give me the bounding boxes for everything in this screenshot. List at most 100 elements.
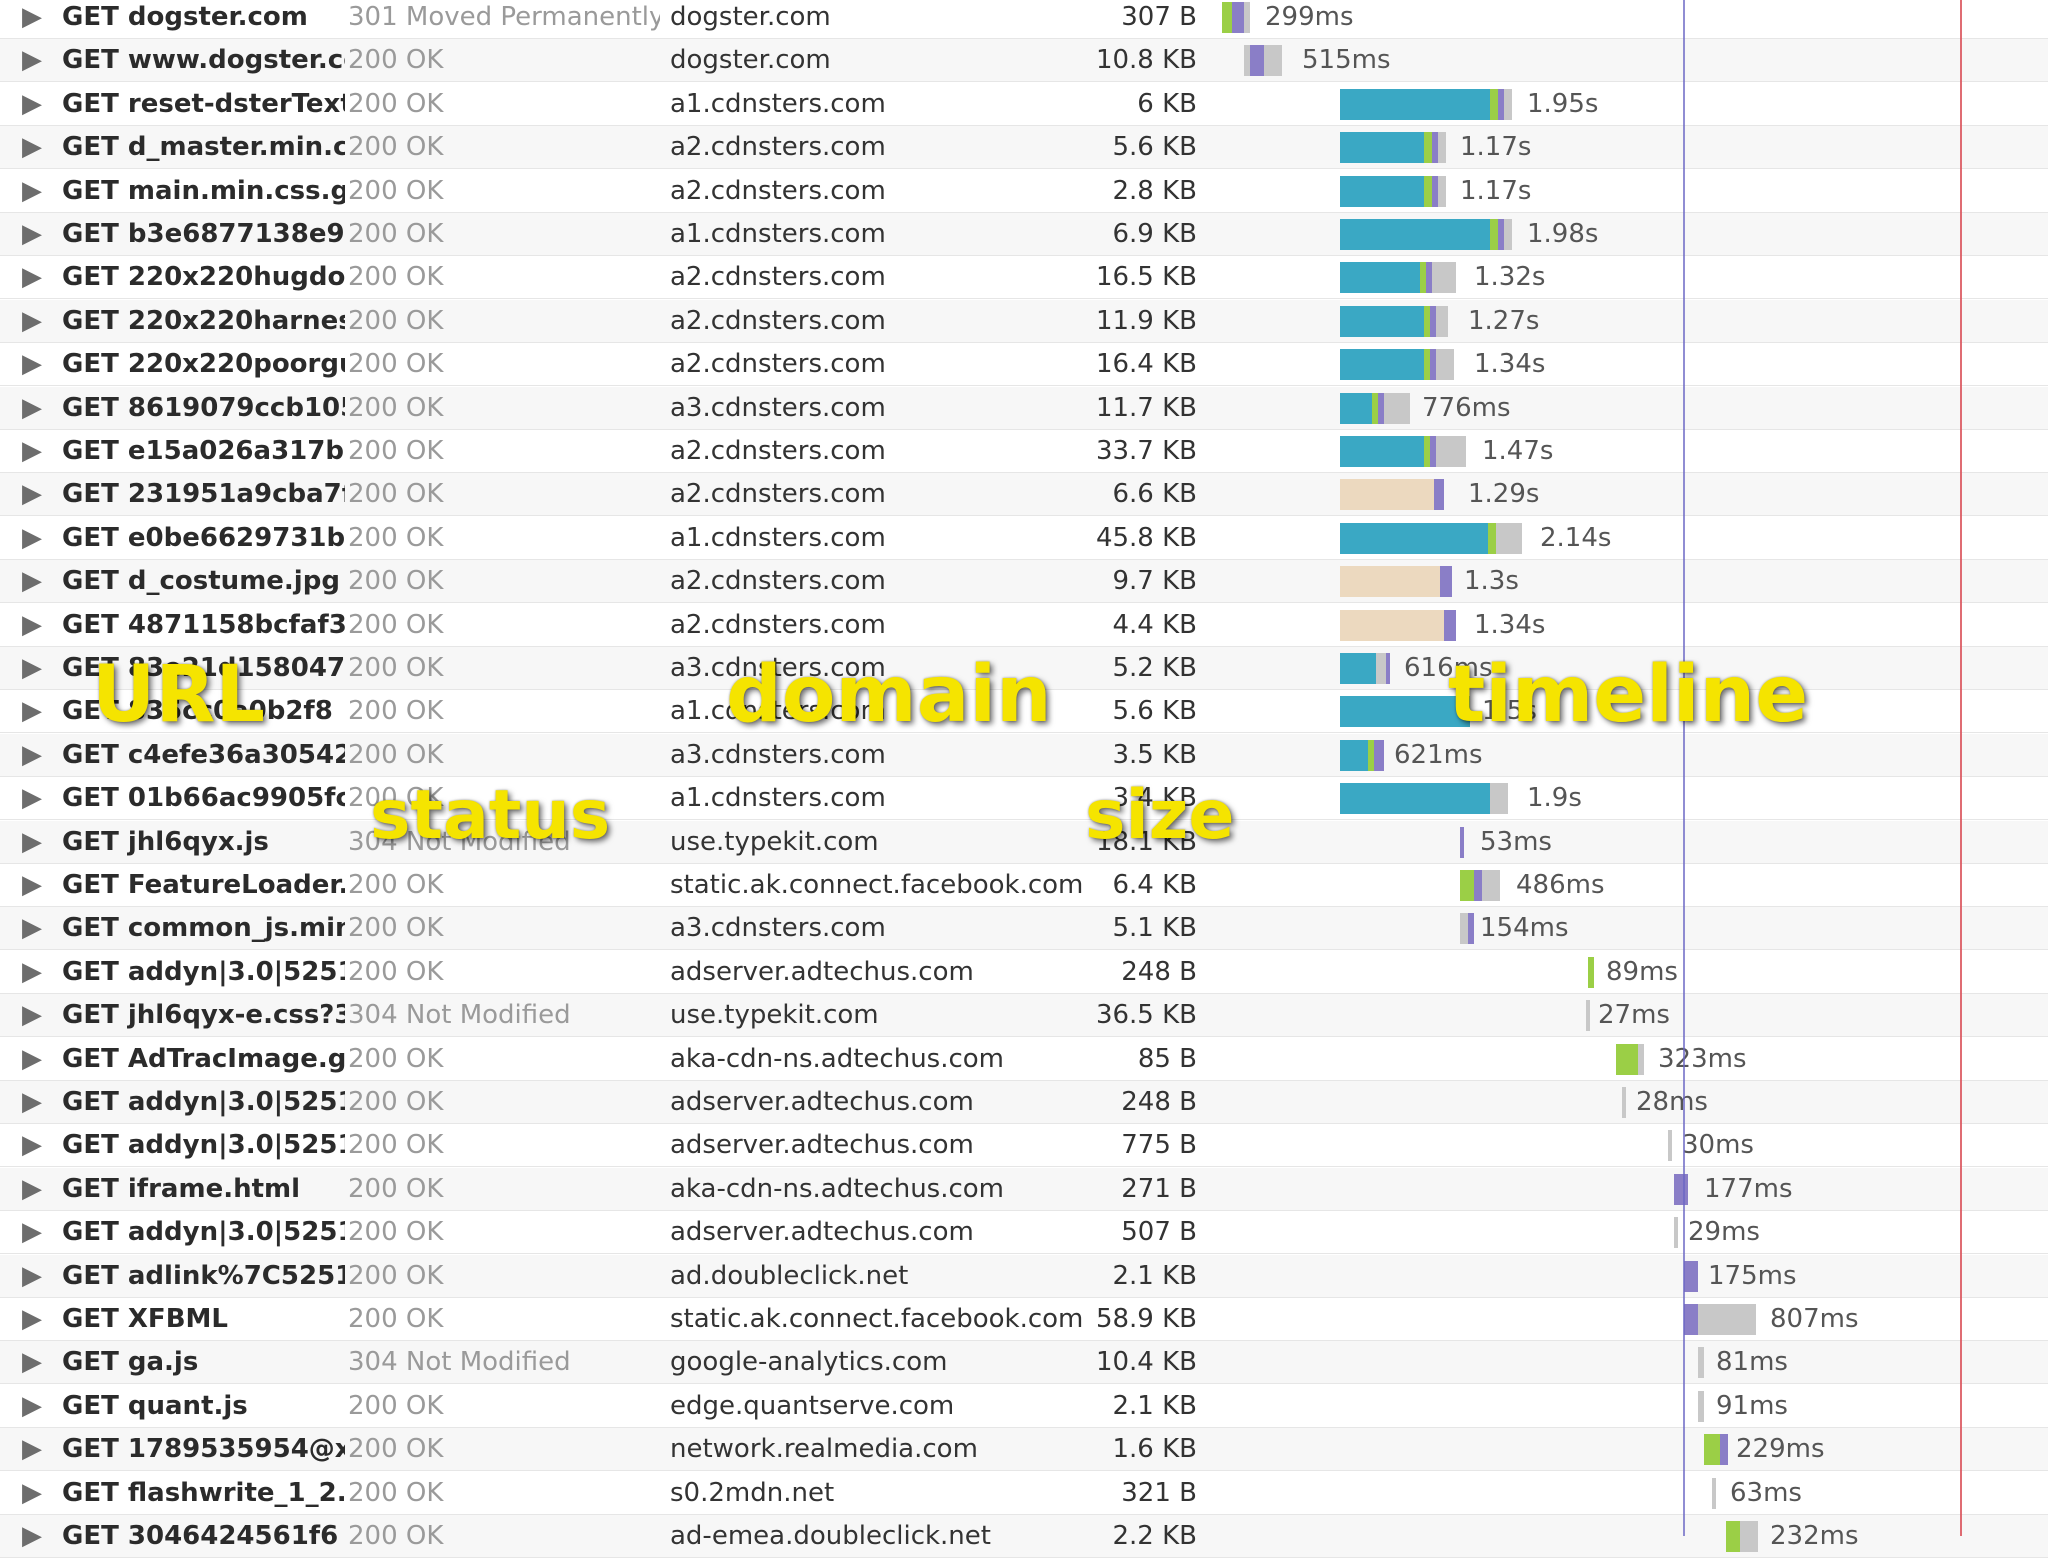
request-row[interactable]: ▶ GET addyn|3.0|5251 200 OK adserver.adtech… bbox=[0, 1211, 2048, 1255]
disclosure-triangle-icon[interactable]: ▶ bbox=[22, 913, 42, 944]
request-row[interactable]: ▶ GET 4871158bcfaf3e 200 OK a2.cdnsters.com… bbox=[0, 604, 2048, 647]
request-status: 200 OK bbox=[348, 262, 444, 293]
disclosure-triangle-icon[interactable]: ▶ bbox=[22, 2, 42, 32]
disclosure-triangle-icon[interactable]: ▶ bbox=[22, 1521, 42, 1551]
timeline-segment-dns bbox=[1368, 739, 1374, 771]
disclosure-triangle-icon[interactable]: ▶ bbox=[22, 1477, 42, 1508]
request-row[interactable]: ▶ GET 83e21d158047e 200 OK a3.cdnsters.com 5… bbox=[0, 647, 2048, 690]
request-row[interactable]: ▶ GET iframe.html 200 OK aka-cdn-ns.adtechu… bbox=[0, 1167, 2048, 1211]
request-row[interactable]: ▶ GET dogster.com 301 Moved Permanently dog… bbox=[0, 0, 2048, 39]
request-row[interactable]: ▶ GET adlink%7C5251 200 OK ad.doubleclick.n… bbox=[0, 1254, 2048, 1298]
request-row[interactable]: ▶ GET 8619079ccb105 200 OK a3.cdnsters.com 1… bbox=[0, 386, 2048, 430]
disclosure-triangle-icon[interactable]: ▶ bbox=[22, 1087, 42, 1117]
request-row[interactable]: ▶ GET c4efe36a30542 200 OK a3.cdnsters.com 3… bbox=[0, 733, 2048, 777]
timeline-segment-wait bbox=[1340, 262, 1420, 294]
disclosure-triangle-icon[interactable]: ▶ bbox=[22, 262, 42, 293]
disclosure-triangle-icon[interactable]: ▶ bbox=[22, 1217, 42, 1248]
disclosure-triangle-icon[interactable]: ▶ bbox=[22, 1304, 42, 1334]
request-url: GET addyn|3.0|5251 bbox=[62, 956, 345, 987]
request-row[interactable]: ▶ GET e0be6629731b1 200 OK a1.cdnsters.com 4… bbox=[0, 517, 2048, 560]
timeline-segment-blocked bbox=[1340, 609, 1444, 641]
request-row[interactable]: ▶ GET d_master.min.cs 200 OK a2.cdnsters.co… bbox=[0, 126, 2048, 170]
request-row[interactable]: ▶ GET 220x220hugdog 200 OK a2.cdnsters.com 1… bbox=[0, 256, 2048, 300]
request-domain: ad-emea.doubleclick.net bbox=[670, 1521, 991, 1551]
disclosure-triangle-icon[interactable]: ▶ bbox=[22, 88, 42, 119]
disclosure-triangle-icon[interactable]: ▶ bbox=[22, 436, 42, 466]
request-status: 200 OK bbox=[348, 1043, 444, 1074]
overlay-label-size: size bbox=[1085, 776, 1235, 855]
request-status: 304 Not Modified bbox=[348, 1347, 571, 1378]
request-duration: 299ms bbox=[1265, 2, 1354, 32]
disclosure-triangle-icon[interactable]: ▶ bbox=[22, 826, 42, 857]
disclosure-triangle-icon[interactable]: ▶ bbox=[22, 566, 42, 597]
request-size: 11.9 KB bbox=[1095, 305, 1197, 336]
request-row[interactable]: ▶ GET addyn|3.0|5251 200 OK adserver.adtech… bbox=[0, 951, 2048, 994]
request-row[interactable]: ▶ GET 835cc0a0b2f8 200 OK a1.cdnsters.com 5.… bbox=[0, 690, 2048, 734]
request-url: GET 3046424561f6 bbox=[62, 1521, 339, 1551]
request-row[interactable]: ▶ GET 220x220harness 200 OK a2.cdnsters.com… bbox=[0, 299, 2048, 343]
disclosure-triangle-icon[interactable]: ▶ bbox=[22, 522, 42, 553]
request-size: 321 B bbox=[1121, 1477, 1197, 1508]
disclosure-triangle-icon[interactable]: ▶ bbox=[22, 349, 42, 380]
disclosure-triangle-icon[interactable]: ▶ bbox=[22, 783, 42, 814]
request-size: 11.7 KB bbox=[1095, 392, 1197, 423]
request-duration: 616ms bbox=[1404, 653, 1493, 683]
request-row[interactable]: ▶ GET addyn|3.0|5251 200 OK adserver.adtech… bbox=[0, 1081, 2048, 1124]
request-row[interactable]: ▶ GET quant.js 200 OK edge.quantserve.com 2.… bbox=[0, 1385, 2048, 1428]
request-row[interactable]: ▶ GET reset-dsterText 200 OK a1.cdnsters.co… bbox=[0, 83, 2048, 126]
disclosure-triangle-icon[interactable]: ▶ bbox=[22, 479, 42, 510]
disclosure-triangle-icon[interactable]: ▶ bbox=[22, 1260, 42, 1291]
disclosure-triangle-icon[interactable]: ▶ bbox=[22, 1434, 42, 1465]
request-row[interactable]: ▶ GET b3e6877138e98 200 OK a1.cdnsters.com 6… bbox=[0, 213, 2048, 256]
timeline-segment-dns bbox=[1424, 349, 1430, 381]
timeline-segment-connect bbox=[1426, 262, 1432, 294]
request-row[interactable]: ▶ GET addyn|3.0|5251 200 OK adserver.adtech… bbox=[0, 1124, 2048, 1168]
disclosure-triangle-icon[interactable]: ▶ bbox=[22, 305, 42, 336]
disclosure-triangle-icon[interactable]: ▶ bbox=[22, 956, 42, 987]
disclosure-triangle-icon[interactable]: ▶ bbox=[22, 1000, 42, 1031]
request-duration: 807ms bbox=[1770, 1304, 1859, 1334]
disclosure-triangle-icon[interactable]: ▶ bbox=[22, 219, 42, 249]
request-url: GET ga.js bbox=[62, 1347, 199, 1378]
disclosure-triangle-icon[interactable]: ▶ bbox=[22, 653, 42, 683]
request-row[interactable]: ▶ GET e15a026a317ba 200 OK a2.cdnsters.com 3… bbox=[0, 430, 2048, 473]
request-row[interactable]: ▶ GET common_js.min. 200 OK a3.cdnsters.com… bbox=[0, 907, 2048, 951]
request-url: GET 220x220hugdog bbox=[62, 262, 345, 293]
disclosure-triangle-icon[interactable]: ▶ bbox=[22, 696, 42, 727]
request-row[interactable]: ▶ GET ga.js 304 Not Modified google-analyti… bbox=[0, 1341, 2048, 1385]
disclosure-triangle-icon[interactable]: ▶ bbox=[22, 132, 42, 163]
request-row[interactable]: ▶ GET 3046424561f6 200 OK ad-emea.doublecli… bbox=[0, 1515, 2048, 1558]
request-row[interactable]: ▶ GET jhl6qyx.js 304 Not Modified use.typek… bbox=[0, 820, 2048, 864]
disclosure-triangle-icon[interactable]: ▶ bbox=[22, 739, 42, 770]
disclosure-triangle-icon[interactable]: ▶ bbox=[22, 1390, 42, 1421]
request-row[interactable]: ▶ GET AdTracImage.gif 200 OK aka-cdn-ns.adt… bbox=[0, 1038, 2048, 1081]
request-domain: network.realmedia.com bbox=[670, 1434, 978, 1465]
request-url: GET 835cc0a0b2f8 bbox=[62, 696, 333, 727]
disclosure-triangle-icon[interactable]: ▶ bbox=[22, 175, 42, 206]
request-row[interactable]: ▶ GET flashwrite_1_2.js 200 OK s0.2mdn.net 3… bbox=[0, 1472, 2048, 1515]
request-domain: adserver.adtechus.com bbox=[670, 1130, 974, 1161]
request-row[interactable]: ▶ GET 01b66ac9905fc 200 OK a1.cdnsters.com 3… bbox=[0, 777, 2048, 821]
request-row[interactable]: ▶ GET d_costume.jpg 200 OK a2.cdnsters.com 9… bbox=[0, 560, 2048, 604]
request-url: GET adlink%7C5251 bbox=[62, 1260, 345, 1291]
request-row[interactable]: ▶ GET www.dogster.co 200 OK dogster.com 10.8… bbox=[0, 39, 2048, 83]
request-row[interactable]: ▶ GET jhl6qyx-e.css?3 304 Not Modified use.… bbox=[0, 994, 2048, 1038]
disclosure-triangle-icon[interactable]: ▶ bbox=[22, 1043, 42, 1074]
request-row[interactable]: ▶ GET 231951a9cba7f 200 OK a2.cdnsters.com 6… bbox=[0, 473, 2048, 517]
disclosure-triangle-icon[interactable]: ▶ bbox=[22, 1130, 42, 1161]
disclosure-triangle-icon[interactable]: ▶ bbox=[22, 45, 42, 76]
disclosure-triangle-icon[interactable]: ▶ bbox=[22, 1347, 42, 1378]
request-url: GET c4efe36a30542 bbox=[62, 739, 345, 770]
request-row[interactable]: ▶ GET XFBML 200 OK static.ak.connect.facebo… bbox=[0, 1298, 2048, 1341]
disclosure-triangle-icon[interactable]: ▶ bbox=[22, 870, 42, 900]
request-size: 10.4 KB bbox=[1095, 1347, 1197, 1378]
request-row[interactable]: ▶ GET FeatureLoader.js 200 OK static.ak.con… bbox=[0, 864, 2048, 907]
overlay-label-timeline: timeline bbox=[1448, 650, 1809, 740]
request-row[interactable]: ▶ GET 1789535954@x 200 OK network.realmedia… bbox=[0, 1428, 2048, 1472]
disclosure-triangle-icon[interactable]: ▶ bbox=[22, 1173, 42, 1204]
request-row[interactable]: ▶ GET 220x220poorgu 200 OK a2.cdnsters.com 1… bbox=[0, 343, 2048, 387]
disclosure-triangle-icon[interactable]: ▶ bbox=[22, 609, 42, 640]
disclosure-triangle-icon[interactable]: ▶ bbox=[22, 392, 42, 423]
request-status: 200 OK bbox=[348, 175, 444, 206]
request-row[interactable]: ▶ GET main.min.css.gz 200 OK a2.cdnsters.co… bbox=[0, 170, 2048, 213]
